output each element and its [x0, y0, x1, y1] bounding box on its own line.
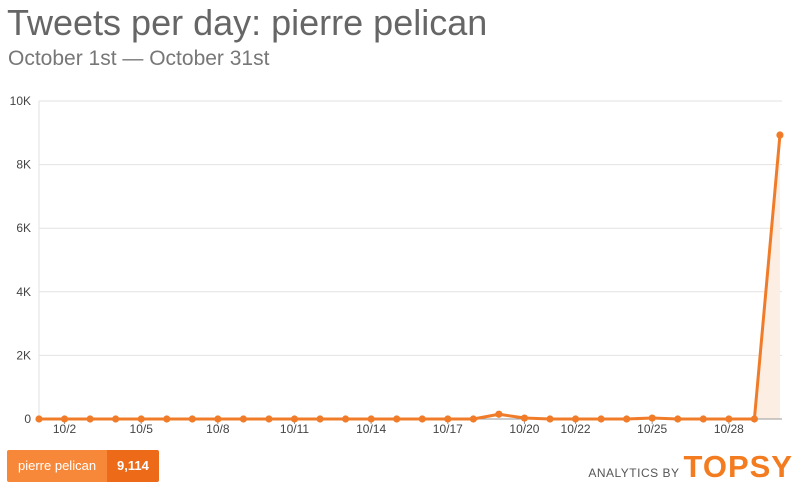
data-point — [316, 415, 324, 423]
data-point — [214, 415, 222, 423]
data-point — [674, 415, 682, 423]
y-tick-label: 10K — [10, 94, 31, 108]
x-axis-labels: 10/2 10/5 10/8 10/11 10/14 10/17 10/20 10/22 10/… — [53, 422, 744, 436]
x-tick-label: 10/2 — [53, 422, 77, 436]
y-tick-label: 6K — [16, 221, 31, 235]
data-point — [188, 415, 196, 423]
data-point — [750, 415, 759, 423]
data-point — [265, 415, 273, 423]
analytics-by-text: ANALYTICS BY — [588, 466, 680, 480]
data-point — [699, 415, 707, 423]
x-tick-label: 10/20 — [509, 422, 539, 436]
legend-series-name: pierre pelican — [7, 450, 108, 482]
x-tick-label: 10/11 — [280, 422, 309, 436]
y-tick-label: 4K — [16, 285, 31, 299]
data-point — [546, 415, 554, 423]
x-tick-label: 10/17 — [433, 422, 463, 436]
data-point — [495, 410, 503, 418]
data-point — [418, 415, 426, 423]
series-points — [35, 131, 784, 423]
page-title: Tweets per day: pierre pelican — [7, 2, 488, 43]
x-tick-label: 10/14 — [356, 422, 386, 436]
data-point — [342, 415, 350, 423]
data-point — [597, 415, 605, 423]
data-point — [290, 415, 299, 423]
data-point — [60, 415, 69, 423]
legend-series-count: 9,114 — [107, 450, 159, 482]
series-line-group — [37, 133, 782, 421]
data-point — [393, 415, 401, 423]
data-point — [112, 415, 120, 423]
data-point — [137, 415, 145, 423]
data-point — [86, 415, 94, 423]
data-point — [35, 415, 43, 423]
data-point — [444, 415, 452, 423]
series-legend[interactable]: pierre pelican 9,114 — [7, 450, 159, 482]
page-subtitle: October 1st — October 31st — [8, 47, 270, 70]
y-tick-label: 2K — [16, 348, 31, 362]
x-tick-label: 10/25 — [637, 422, 667, 436]
data-point — [725, 415, 733, 423]
data-point — [367, 415, 375, 423]
topsy-logo: TOPSY — [683, 449, 793, 484]
x-tick-label: 10/5 — [130, 422, 154, 436]
x-tick-label: 10/28 — [714, 422, 744, 436]
y-tick-label: 0 — [24, 412, 31, 426]
data-point — [648, 414, 656, 422]
series-line-pierre-pelican — [37, 133, 782, 421]
data-point — [469, 415, 477, 423]
gridlines — [39, 100, 782, 356]
axes — [38, 101, 782, 424]
tweets-line-chart: 0 2K 4K 6K 8K 10K 10/2 10/5 10/8 10/11 10/14 10/17… — [10, 94, 784, 436]
data-point — [571, 415, 580, 423]
data-point — [520, 414, 529, 422]
data-point — [163, 415, 171, 423]
data-point — [623, 415, 631, 423]
data-point — [239, 415, 247, 423]
data-point — [776, 131, 784, 139]
x-tick-label: 10/22 — [561, 422, 591, 436]
y-tick-label: 8K — [16, 158, 31, 172]
y-axis-labels: 0 2K 4K 6K 8K 10K — [10, 94, 32, 426]
topsy-branding[interactable]: ANALYTICS BY TOPSY — [588, 449, 793, 485]
x-tick-label: 10/8 — [206, 422, 230, 436]
